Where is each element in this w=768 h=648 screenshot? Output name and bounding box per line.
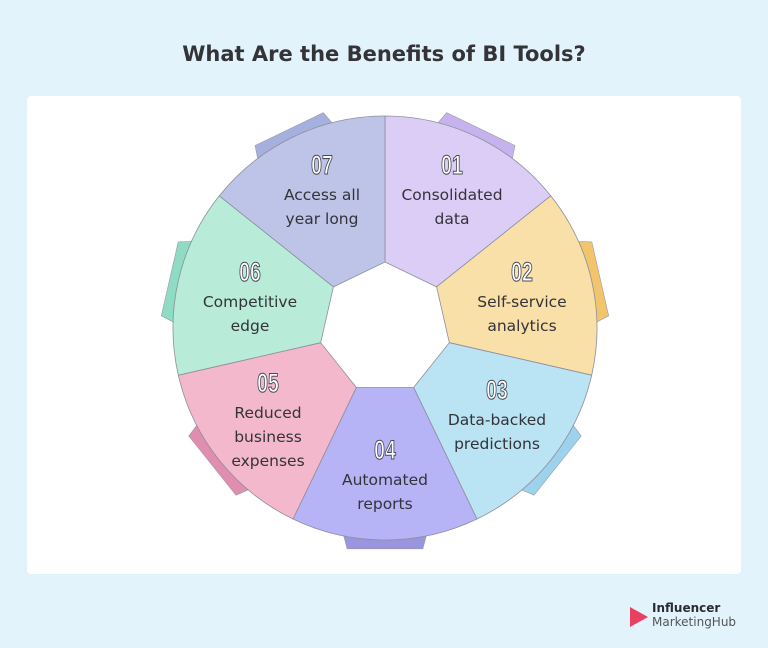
segment-03 — [413, 342, 593, 520]
segment-06 — [172, 195, 334, 376]
segment-05 — [177, 342, 357, 520]
segment-01 — [384, 115, 552, 288]
segment-number: 04 — [374, 435, 396, 465]
segment-number: 03 — [486, 375, 508, 405]
segment-04 — [292, 387, 478, 541]
logo-line2: MarketingHub — [652, 615, 737, 629]
segment-label-line: edge — [231, 317, 270, 335]
segment-02 — [436, 195, 598, 376]
segment-label-line: year long — [286, 210, 359, 228]
segment-label-line: reports — [357, 495, 412, 513]
segment-label-line: Competitive — [203, 293, 297, 311]
segment-label-line: data — [435, 210, 470, 228]
segment-number: 06 — [239, 257, 261, 287]
segment-label-line: Self-service — [477, 293, 566, 311]
segment-label-line: predictions — [454, 435, 540, 453]
logo-mark-icon — [630, 607, 648, 627]
segment-07 — [218, 115, 386, 288]
segment-number: 05 — [257, 368, 279, 398]
segment-number: 01 — [441, 150, 463, 180]
segment-number: 07 — [311, 150, 333, 180]
logo-line1: Influencer — [652, 601, 721, 615]
segment-number: 02 — [511, 257, 533, 287]
segment-label-line: analytics — [487, 317, 556, 335]
segment-label-line: expenses — [231, 452, 304, 470]
segment-label-line: Access all — [284, 186, 360, 204]
segment-label-line: Reduced — [234, 404, 301, 422]
segment-label-line: Consolidated — [401, 186, 502, 204]
segment-label-line: Data-backed — [448, 411, 546, 429]
page-title: What Are the Benefits of BI Tools? — [182, 42, 586, 66]
segment-label-line: Automated — [342, 471, 428, 489]
segment-label-line: business — [234, 428, 302, 446]
